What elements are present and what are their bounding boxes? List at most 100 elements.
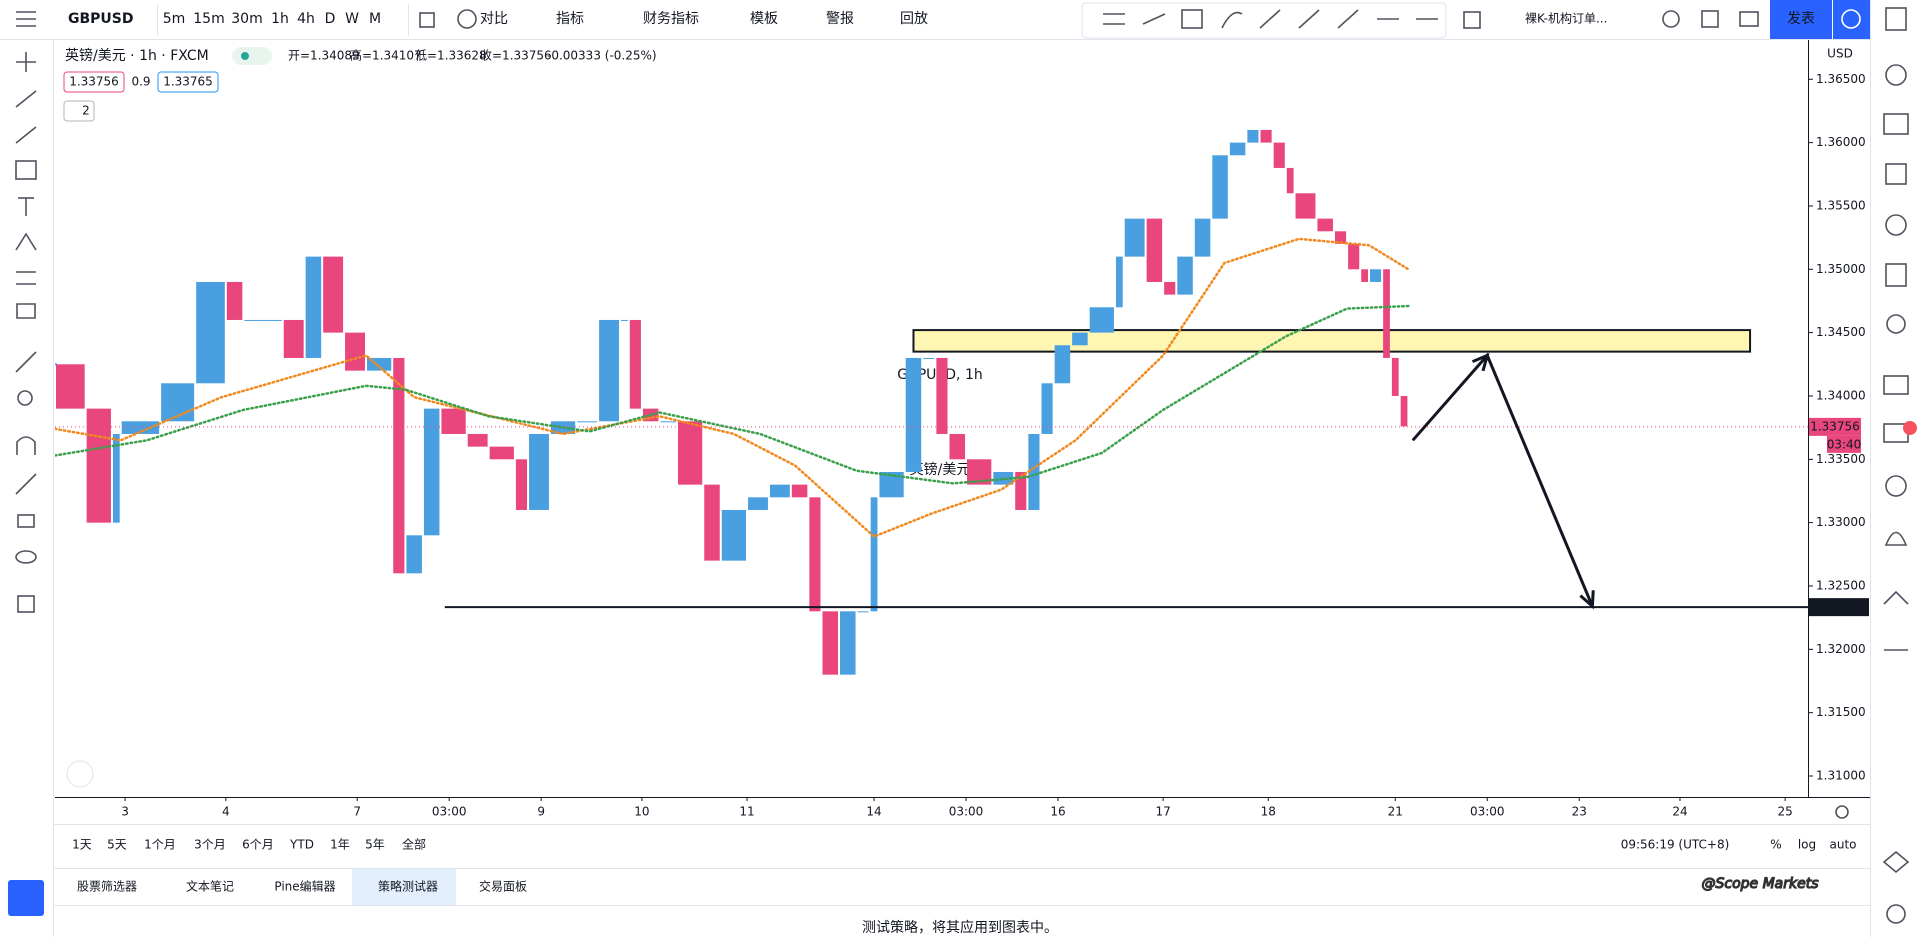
play-button[interactable] bbox=[1833, 0, 1870, 39]
candle bbox=[1273, 142, 1285, 168]
level-box bbox=[1809, 598, 1869, 617]
candle bbox=[1391, 357, 1399, 396]
candle bbox=[226, 281, 243, 320]
credit: @Scope Markets bbox=[1701, 876, 1818, 892]
interval[interactable]: 1h bbox=[271, 11, 289, 27]
publish[interactable]: 发表 bbox=[1787, 11, 1815, 27]
interval[interactable]: 30m bbox=[231, 11, 262, 27]
candle bbox=[857, 611, 869, 613]
toolbar-button[interactable]: 对比 bbox=[480, 11, 508, 27]
status-toggle[interactable] bbox=[232, 47, 272, 65]
candle bbox=[1334, 231, 1347, 244]
panel-tab[interactable]: 策略测试器 bbox=[378, 879, 438, 894]
candle bbox=[529, 433, 549, 510]
menu-icon[interactable] bbox=[16, 11, 36, 27]
x-tick-label: 03:00 bbox=[1470, 805, 1505, 819]
candle bbox=[244, 319, 282, 321]
legend-title: 英镑/美元 · 1h · FXCM bbox=[65, 47, 209, 64]
toolbar-button[interactable]: 回放 bbox=[900, 11, 928, 27]
collapse-box[interactable] bbox=[63, 100, 95, 122]
range-button[interactable]: 6个月 bbox=[242, 838, 274, 852]
candle bbox=[1146, 218, 1163, 282]
scale-option[interactable]: auto bbox=[1829, 838, 1856, 852]
panel-tab[interactable]: 股票筛选器 bbox=[77, 879, 137, 894]
y-tick-label: 1.36500 bbox=[1816, 72, 1866, 86]
interval[interactable]: M bbox=[369, 11, 381, 27]
range-button[interactable]: 1天 bbox=[72, 838, 92, 852]
candle bbox=[1361, 269, 1368, 282]
panel-tab[interactable]: Pine编辑器 bbox=[274, 879, 335, 894]
moving-average bbox=[55, 304, 1410, 485]
toolbar-button[interactable]: 模板 bbox=[750, 11, 778, 27]
y-tick-label: 1.34000 bbox=[1816, 388, 1866, 402]
toolbar-button[interactable]: 财务指标 bbox=[643, 11, 699, 27]
bid-box[interactable] bbox=[63, 71, 125, 93]
candle bbox=[905, 357, 922, 472]
interval[interactable]: 15m bbox=[193, 11, 224, 27]
x-tick-label: 23 bbox=[1572, 805, 1587, 819]
drawing-tool-icons[interactable] bbox=[1103, 9, 1438, 29]
interval[interactable]: D bbox=[325, 11, 336, 27]
legend-value: 低=1.33628 bbox=[415, 49, 487, 63]
y-tick-label: 1.33500 bbox=[1816, 452, 1866, 466]
candle bbox=[577, 421, 598, 423]
range-button[interactable]: 5年 bbox=[365, 838, 385, 852]
y-tick-label: 1.35500 bbox=[1816, 198, 1866, 212]
ask-box[interactable] bbox=[157, 71, 219, 93]
x-tick-label: 21 bbox=[1388, 805, 1403, 819]
layout-name[interactable]: 裸K-机构订单... bbox=[1525, 11, 1607, 26]
y-tick-label: 1.31000 bbox=[1816, 768, 1866, 782]
range-button[interactable]: 1个月 bbox=[144, 838, 176, 852]
candle bbox=[121, 421, 160, 434]
countdown-box bbox=[1827, 435, 1861, 453]
candle bbox=[1348, 243, 1360, 270]
y-tick-label: 1.33000 bbox=[1816, 515, 1866, 529]
right-toolbar[interactable] bbox=[1882, 7, 1917, 924]
candle bbox=[112, 433, 120, 523]
x-tick-label: 3 bbox=[121, 805, 129, 819]
favorites-button[interactable] bbox=[8, 880, 44, 916]
range-button[interactable]: 3个月 bbox=[194, 838, 226, 852]
settings-icon[interactable] bbox=[1835, 805, 1849, 819]
panel-tab[interactable]: 文本笔记 bbox=[186, 879, 234, 894]
toolbar-button[interactable]: 指标 bbox=[556, 11, 584, 27]
interval[interactable]: W bbox=[345, 11, 359, 27]
y-tick-label: 1.32000 bbox=[1816, 642, 1866, 656]
rect-icon[interactable] bbox=[1463, 11, 1481, 29]
publish-button[interactable] bbox=[1770, 0, 1832, 39]
interval[interactable]: 4h bbox=[297, 11, 315, 27]
arrow-head bbox=[1579, 590, 1595, 610]
interval[interactable]: 5m bbox=[163, 11, 186, 27]
y-tick-label: 1.34500 bbox=[1816, 325, 1866, 339]
candle bbox=[660, 421, 676, 423]
left-toolbar[interactable] bbox=[15, 52, 37, 613]
symbol[interactable]: GBPUSD bbox=[68, 11, 134, 27]
x-tick-label: 7 bbox=[353, 805, 361, 819]
collapse[interactable]: 2 bbox=[82, 104, 90, 118]
compare-icon[interactable] bbox=[457, 9, 477, 29]
toolbar-button[interactable]: 警报 bbox=[826, 11, 854, 27]
candle-type-icon[interactable] bbox=[419, 12, 435, 28]
candle bbox=[441, 408, 466, 434]
last-price-label: 1.33756 bbox=[1810, 419, 1860, 433]
range-button[interactable]: 1年 bbox=[330, 838, 350, 852]
x-tick-label: 16 bbox=[1050, 805, 1065, 819]
ask[interactable]: 1.33765 bbox=[163, 75, 213, 89]
range-button[interactable]: YTD bbox=[289, 838, 314, 852]
x-tick-label: 03:00 bbox=[949, 805, 984, 819]
currency: USD bbox=[1827, 47, 1853, 61]
legend-value: 高=1.34107 bbox=[350, 48, 422, 63]
scale-option[interactable]: % bbox=[1770, 838, 1781, 852]
panel-message: 测试策略，将其应用到图表中。 bbox=[862, 919, 1058, 936]
toolbar-icons[interactable] bbox=[1662, 10, 1759, 28]
candle bbox=[721, 509, 747, 561]
range-button[interactable]: 5天 bbox=[107, 838, 127, 852]
candle bbox=[870, 497, 878, 612]
candle bbox=[1115, 256, 1123, 308]
scale-option[interactable]: log bbox=[1798, 838, 1816, 852]
candle bbox=[515, 459, 528, 510]
panel-tab[interactable]: 交易面板 bbox=[479, 879, 527, 894]
bid[interactable]: 1.33756 bbox=[69, 75, 119, 89]
last-price-box bbox=[1809, 417, 1861, 436]
range-button[interactable]: 全部 bbox=[402, 837, 426, 852]
